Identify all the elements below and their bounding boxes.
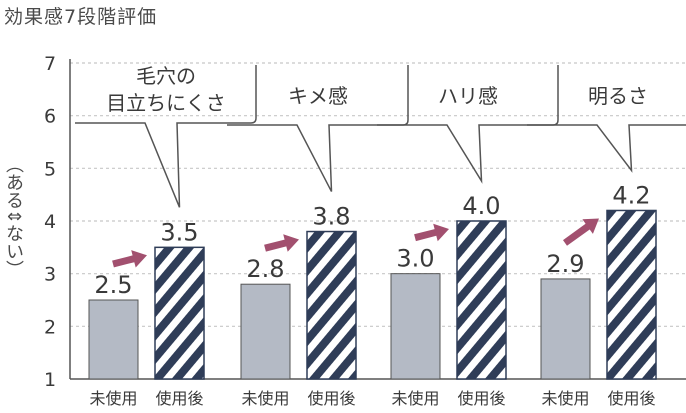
value-label-before: 3.0 [396,245,434,273]
increase-arrow [414,223,449,242]
y-axis-label: （ある⇕ない） [3,155,24,279]
chart-title: 効果感7段階評価 [4,6,158,28]
category-label: 毛穴の [136,64,196,88]
x-label-after: 使用後 [155,389,203,408]
callout-bubble [377,65,559,184]
y-tick-label: 2 [44,316,56,338]
bar-after [456,220,507,380]
category-label: キメ感 [288,84,348,108]
bar-before [240,283,291,380]
bar-before [390,273,441,380]
y-tick-label: 3 [44,264,56,286]
callout-bubble [527,124,686,173]
x-label-before: 未使用 [541,389,589,408]
value-label-after: 3.8 [312,203,350,231]
increase-arrow [264,234,299,252]
value-label-before: 2.8 [246,255,284,283]
y-tick-label: 5 [44,158,56,180]
x-label-before: 未使用 [391,389,439,408]
bar-before [540,278,591,380]
x-label-after: 使用後 [457,389,505,408]
bar-after [154,246,205,380]
category-label: 目立ちにくさ [106,91,226,115]
bar-after [606,209,657,380]
y-tick-label: 6 [44,106,56,128]
x-label-before: 未使用 [241,389,289,408]
increase-arrow [112,250,147,268]
increase-arrow [563,218,599,246]
y-tick-label: 4 [44,211,56,233]
x-label-after: 使用後 [307,389,355,408]
callout-bubble [75,65,257,208]
value-label-after: 4.2 [612,181,650,209]
category-label: ハリ感 [438,84,498,108]
y-tick-label: 7 [44,53,56,75]
y-tick-label: 1 [44,369,56,391]
value-label-before: 2.5 [94,271,132,299]
bar-after [306,230,357,380]
x-label-before: 未使用 [89,389,137,408]
value-label-after: 4.0 [462,192,500,220]
bar-before [88,299,139,380]
value-label-before: 2.9 [546,250,584,278]
x-label-after: 使用後 [607,389,655,408]
value-label-after: 3.5 [160,218,198,246]
category-label: 明るさ [588,84,648,108]
